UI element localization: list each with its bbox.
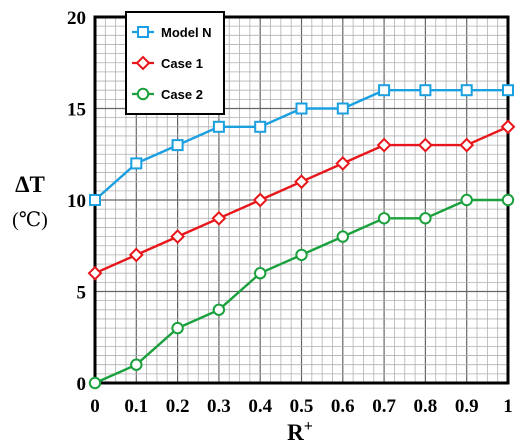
- data-point: [252, 192, 268, 208]
- x-tick-label: 0: [90, 396, 100, 417]
- data-point: [417, 137, 433, 153]
- data-point: [171, 321, 184, 335]
- legend-entry: Case 2: [132, 87, 203, 102]
- data-point: [460, 193, 473, 207]
- data-point: [460, 84, 473, 97]
- series-3: [88, 193, 515, 390]
- data-point: [419, 84, 432, 97]
- legend: Model N Case 1 Case 2: [125, 11, 225, 115]
- series-layer: [87, 84, 516, 390]
- x-tick-label: 0.6: [331, 396, 355, 417]
- x-tick-label: 0.8: [414, 396, 438, 417]
- data-point: [212, 120, 225, 133]
- data-point: [500, 119, 516, 135]
- x-tick-label: 0.4: [248, 396, 272, 417]
- data-point: [336, 102, 349, 115]
- data-point: [295, 102, 308, 115]
- data-point: [419, 212, 432, 225]
- data-point: [376, 137, 392, 153]
- series-2: [87, 119, 516, 281]
- y-tick-label: 10: [67, 191, 86, 212]
- legend-entry: Case 1: [132, 55, 203, 71]
- data-point: [254, 120, 267, 133]
- data-point: [171, 139, 184, 152]
- y-tick-label: 20: [67, 8, 86, 29]
- y-tick-label: 5: [77, 283, 87, 304]
- data-point: [502, 84, 514, 97]
- legend-swatch-marker: [137, 26, 149, 38]
- data-point: [336, 230, 349, 243]
- x-tick-label: 0.9: [455, 396, 479, 417]
- x-tick-label: 0.2: [166, 396, 190, 417]
- data-point: [170, 229, 186, 245]
- x-tick-label: 0.7: [372, 396, 396, 417]
- legend-swatch-marker: [135, 55, 151, 71]
- data-point: [87, 265, 103, 281]
- series-1: [89, 84, 514, 206]
- legend-label: Model N: [161, 25, 212, 40]
- data-point: [130, 358, 143, 371]
- x-tick-label: 0.1: [124, 396, 148, 417]
- data-point: [254, 267, 267, 280]
- x-tick-label: 1: [503, 396, 513, 417]
- legend-label: Case 2: [161, 87, 203, 102]
- y-axis-title: ΔT: [15, 172, 45, 197]
- y-tick-label: 15: [67, 100, 86, 121]
- data-point: [294, 174, 309, 190]
- y-axis-unit: (℃): [12, 209, 48, 231]
- data-point: [89, 194, 101, 206]
- legend-swatch-marker: [136, 87, 150, 101]
- data-point: [128, 247, 144, 263]
- x-axis-title-superscript: +: [304, 418, 313, 435]
- data-point: [212, 303, 226, 316]
- x-axis-title: R+: [287, 418, 313, 445]
- data-point: [335, 155, 351, 171]
- x-tick-label: 0.3: [207, 396, 231, 417]
- data-point: [130, 157, 143, 170]
- data-point: [459, 137, 475, 153]
- data-point: [378, 84, 391, 97]
- legend-entry: Model N: [132, 25, 212, 40]
- data-point: [88, 376, 102, 390]
- x-tick-label: 0.5: [290, 396, 314, 417]
- data-point: [501, 193, 515, 207]
- y-tick-label: 0: [77, 374, 87, 395]
- data-point: [211, 210, 227, 226]
- data-point: [377, 212, 391, 225]
- x-axis-title-main: R: [287, 420, 304, 445]
- legend-label: Case 1: [161, 56, 203, 71]
- data-point: [295, 248, 308, 262]
